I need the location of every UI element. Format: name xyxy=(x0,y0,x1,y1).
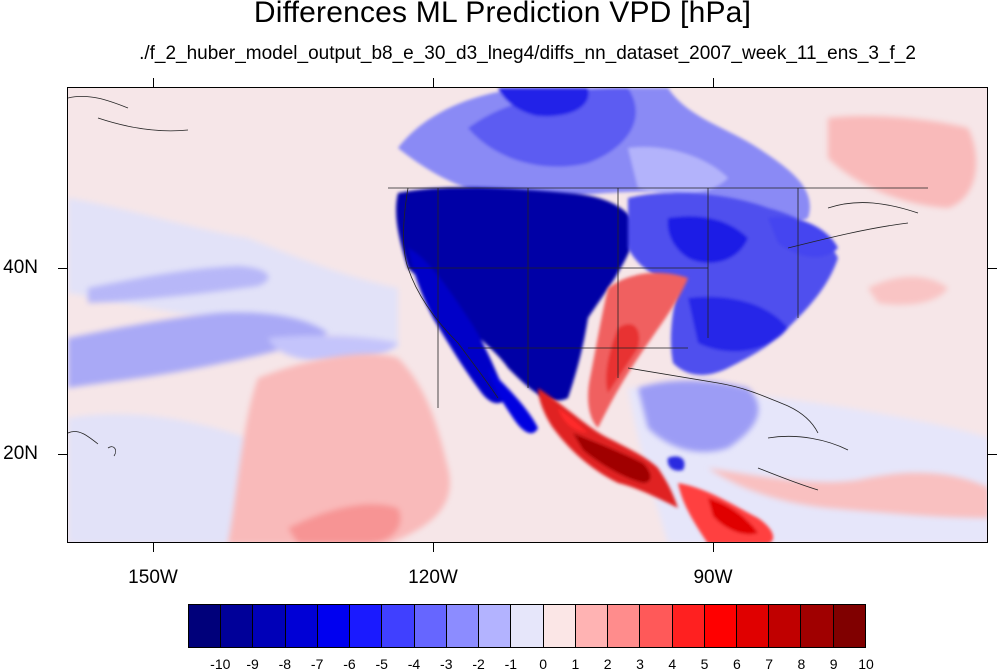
lat-tick-40n-right xyxy=(988,268,997,269)
colorbar-label: -9 xyxy=(246,656,259,672)
colorbar-label: -5 xyxy=(375,656,388,672)
coastlines-and-borders xyxy=(68,95,928,491)
colorbar-cell xyxy=(575,605,609,647)
vpd-difference-field xyxy=(68,88,987,542)
colorbar-cell xyxy=(414,605,447,647)
colorbar-cell xyxy=(833,605,865,647)
colorbar-cell xyxy=(511,605,544,647)
lon-label-120w: 120W xyxy=(408,567,458,588)
lon-tick-150w-top xyxy=(153,78,154,87)
map-subtitle: ./f_2_huber_model_output_b8_e_30_d3_lneg… xyxy=(139,43,916,64)
us-west-deep-blue xyxy=(396,187,638,434)
colorbar-label: -8 xyxy=(278,656,292,672)
colorbar-label: 6 xyxy=(732,656,741,672)
map-plot-area xyxy=(67,87,988,543)
colorbar-label: 10 xyxy=(858,656,874,672)
colorbar-cell xyxy=(608,605,641,647)
colorbar-label: -10 xyxy=(210,656,231,672)
colorbar-cell xyxy=(479,605,512,647)
colorbar-cell xyxy=(769,605,802,647)
lon-tick-90w-top xyxy=(713,78,714,87)
gulf-light-blue xyxy=(638,380,759,452)
plains-red-wedge xyxy=(588,272,688,428)
colorbar-label: 1 xyxy=(571,656,580,672)
colorbar-cell xyxy=(736,605,770,647)
central-america-red xyxy=(667,456,774,542)
colorbar-cell xyxy=(189,605,222,647)
lat-label-40n: 40N xyxy=(3,257,38,278)
colorbar-label: 3 xyxy=(636,656,644,672)
colorbar-label: 0 xyxy=(539,656,548,672)
colorbar-label: 8 xyxy=(797,656,806,672)
colorbar-label: -1 xyxy=(504,656,518,672)
colorbar-cell xyxy=(221,605,254,647)
colorbar-cell xyxy=(446,605,480,647)
colorbar-label: -2 xyxy=(472,656,485,672)
lon-tick-120w xyxy=(433,543,434,552)
colorbar xyxy=(188,604,866,648)
colorbar-label: 9 xyxy=(829,656,838,672)
colorbar-cell xyxy=(640,605,673,647)
lon-tick-90w xyxy=(713,543,714,552)
colorbar-label: -4 xyxy=(407,656,421,672)
ocean-light-red-zones xyxy=(228,116,987,542)
colorbar-label: -7 xyxy=(310,656,324,672)
colorbar-cell xyxy=(543,605,576,647)
colorbar-label: 5 xyxy=(700,656,709,672)
colorbar-label: -3 xyxy=(440,656,453,672)
colorbar-label: 2 xyxy=(603,656,612,672)
lon-label-90w: 90W xyxy=(693,567,733,588)
colorbar-cell xyxy=(253,605,286,647)
colorbar-cell xyxy=(285,605,318,647)
colorbar-cell xyxy=(382,605,415,647)
colorbar-cell xyxy=(350,605,383,647)
lon-label-150w: 150W xyxy=(128,567,178,588)
colorbar-label: 4 xyxy=(668,656,677,672)
colorbar-cell xyxy=(704,605,737,647)
colorbar-label: -6 xyxy=(343,656,356,672)
mexico-red-region xyxy=(538,388,678,508)
lon-tick-120w-top xyxy=(433,78,434,87)
lat-tick-20n-right xyxy=(988,454,997,455)
colorbar-cell xyxy=(317,605,351,647)
colorbar-cell xyxy=(672,605,705,647)
colorbar-label: 7 xyxy=(765,656,774,672)
lat-tick-20n xyxy=(58,454,67,455)
lat-label-20n: 20N xyxy=(3,443,38,464)
lat-tick-40n xyxy=(58,268,67,269)
lon-tick-150w xyxy=(153,543,154,552)
map-title: Differences ML Prediction VPD [hPa] xyxy=(253,0,752,29)
colorbar-cell xyxy=(801,605,834,647)
